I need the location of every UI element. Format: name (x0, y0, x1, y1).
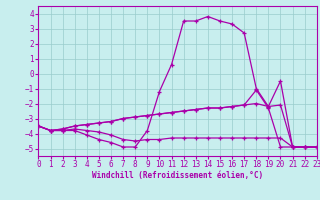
X-axis label: Windchill (Refroidissement éolien,°C): Windchill (Refroidissement éolien,°C) (92, 171, 263, 180)
